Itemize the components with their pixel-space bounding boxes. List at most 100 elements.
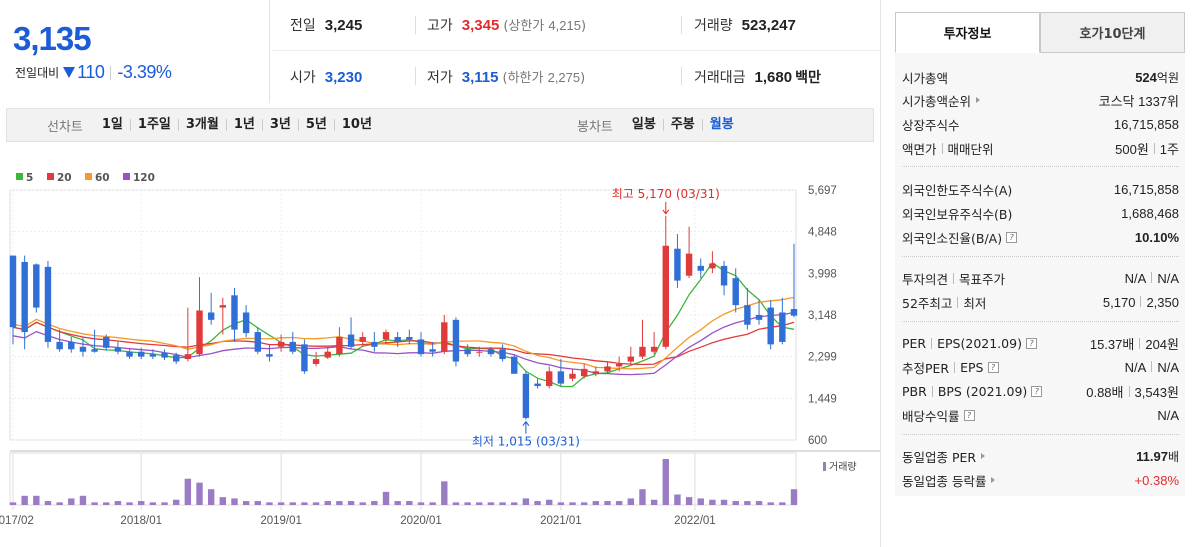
line-period-button-5[interactable]: 5년 [299, 118, 335, 131]
volume-bar [406, 501, 413, 505]
volume-bar [429, 502, 436, 505]
line-period-button-4[interactable]: 3년 [263, 118, 299, 131]
arrow-right-icon [981, 453, 986, 459]
stock-candlestick-chart: 5,697 4,848 3,998 3,148 2,299 1,449 600 2017/02… [0, 172, 880, 527]
help-icon[interactable]: ? [963, 409, 975, 421]
legend-swatch [47, 173, 54, 180]
section-divider [902, 166, 1179, 167]
volume-bar [231, 498, 238, 505]
candle-body [732, 278, 739, 306]
volume-bar [254, 501, 261, 505]
line-period-button-3[interactable]: 1년 [227, 118, 263, 131]
line-chart-title: 선차트 [47, 119, 83, 135]
tab-invest-info[interactable]: 투자정보 [895, 12, 1040, 53]
line-period-button-2[interactable]: 3개월 [179, 118, 227, 131]
candle-body [231, 295, 238, 330]
volume-legend-label: 거래량 [829, 461, 857, 473]
max-arrow-icon [662, 201, 670, 215]
line-period-button-1[interactable]: 1주일 [131, 118, 179, 131]
y-tick-label: 4,848 [808, 227, 837, 239]
section-divider [902, 256, 1179, 257]
help-icon[interactable]: ? [987, 361, 999, 373]
sector-change-text: 동일업종 등락률 [902, 473, 987, 489]
upper-limit-value: 4,215 [548, 18, 581, 33]
candle-body [44, 266, 52, 342]
price-change-row: 전일대비 110 -3.39% [15, 62, 172, 83]
candle-body [662, 245, 669, 347]
candle-body [499, 349, 506, 360]
upper-limit: (상한가 4,215) [503, 18, 587, 34]
down-triangle-icon [63, 67, 76, 78]
candle-body [56, 341, 63, 350]
candle-period-button-1[interactable]: 주봉 [664, 118, 703, 131]
ma-line-5 [12, 261, 795, 388]
divider [681, 67, 682, 85]
candle-body [312, 359, 320, 364]
volume-bar [580, 502, 588, 505]
foreign-ratio-label: 외국인소진율(B/A)? [902, 228, 1018, 247]
lower-limit-label: 하한가 [507, 70, 544, 86]
opinion-label: 투자의견 목표주가 [902, 269, 1005, 288]
volume-bar [732, 501, 739, 505]
volume-bar [546, 499, 553, 505]
candle-body [744, 305, 751, 325]
candle-body [207, 312, 215, 320]
candle-body [674, 248, 681, 281]
sector-per-label[interactable]: 동일업종 PER [902, 447, 986, 466]
tab-order-book[interactable]: 호가10단계 [1040, 12, 1185, 53]
volume-bar [56, 502, 63, 505]
candle-body [394, 336, 401, 342]
divider [1139, 337, 1141, 349]
trade-unit-number: 1주 [1159, 141, 1179, 157]
change-label: 전일대비 [15, 66, 60, 80]
candle-period-button-0[interactable]: 일봉 [625, 118, 664, 131]
w52-high-text: 52주최고 [902, 295, 953, 311]
candle-body [417, 339, 425, 355]
sector-per-row: 동일업종 PER 11.97배 [902, 446, 1179, 466]
low-label: 저가 [427, 69, 453, 86]
line-period-button-6[interactable]: 10년 [341, 117, 372, 132]
market-cap-number: 524 [1135, 69, 1157, 85]
open-value: 3,230 [324, 68, 363, 86]
ma-line-60 [12, 296, 795, 370]
candle-body [359, 336, 366, 342]
help-icon[interactable]: ? [1006, 231, 1018, 243]
sector-change-label[interactable]: 동일업종 등락률 [902, 471, 996, 490]
amount-cell: 거래대금 1,680 백만 [694, 67, 821, 87]
market-cap-label: 시가총액 [902, 70, 949, 86]
volume-bar [511, 502, 518, 505]
candle-body [546, 371, 553, 387]
candle-body [371, 341, 378, 347]
foreign-ratio-number: 10.10% [1134, 229, 1179, 245]
market-cap-rank-label[interactable]: 시가총액순위 [902, 91, 981, 110]
volume-bar [207, 489, 215, 505]
candle-period-button-2[interactable]: 월봉 [709, 117, 734, 132]
line-period-button-0[interactable]: 1일 [95, 118, 131, 131]
change-percent: -3.39% [117, 62, 172, 82]
listed-shares-label: 상장주식수 [902, 117, 960, 133]
foreign-hold-value: 1,688,468 [1121, 205, 1179, 221]
candle-body [277, 341, 285, 347]
target-text: 목표주가 [959, 271, 1006, 287]
volume-bar [21, 495, 28, 505]
help-icon[interactable]: ? [1031, 385, 1043, 397]
volume-bar [615, 501, 623, 505]
x-tick-label: 2021/01 [540, 515, 582, 527]
market-cap-unit: 억원 [1156, 70, 1179, 85]
w52-row: 52주최고 최저 5,170 2,350 [902, 292, 1179, 312]
volume-bar [382, 491, 390, 505]
legend-swatch [123, 173, 130, 180]
legend-swatch [16, 173, 23, 180]
par-value-text: 액면가 [902, 141, 937, 157]
candle-body [697, 265, 704, 271]
divider [681, 16, 682, 34]
candle-body [615, 363, 623, 367]
volume-bar [336, 501, 343, 505]
candle-body [242, 312, 250, 334]
help-icon[interactable]: ? [1025, 337, 1037, 349]
legend-label: 120 [133, 172, 155, 184]
par-value-label: 액면가 매매단위 [902, 139, 994, 158]
volume-bar [242, 501, 250, 505]
candle-body [709, 263, 716, 269]
price-summary: 3,135 전일대비 110 -3.39% [0, 0, 270, 103]
